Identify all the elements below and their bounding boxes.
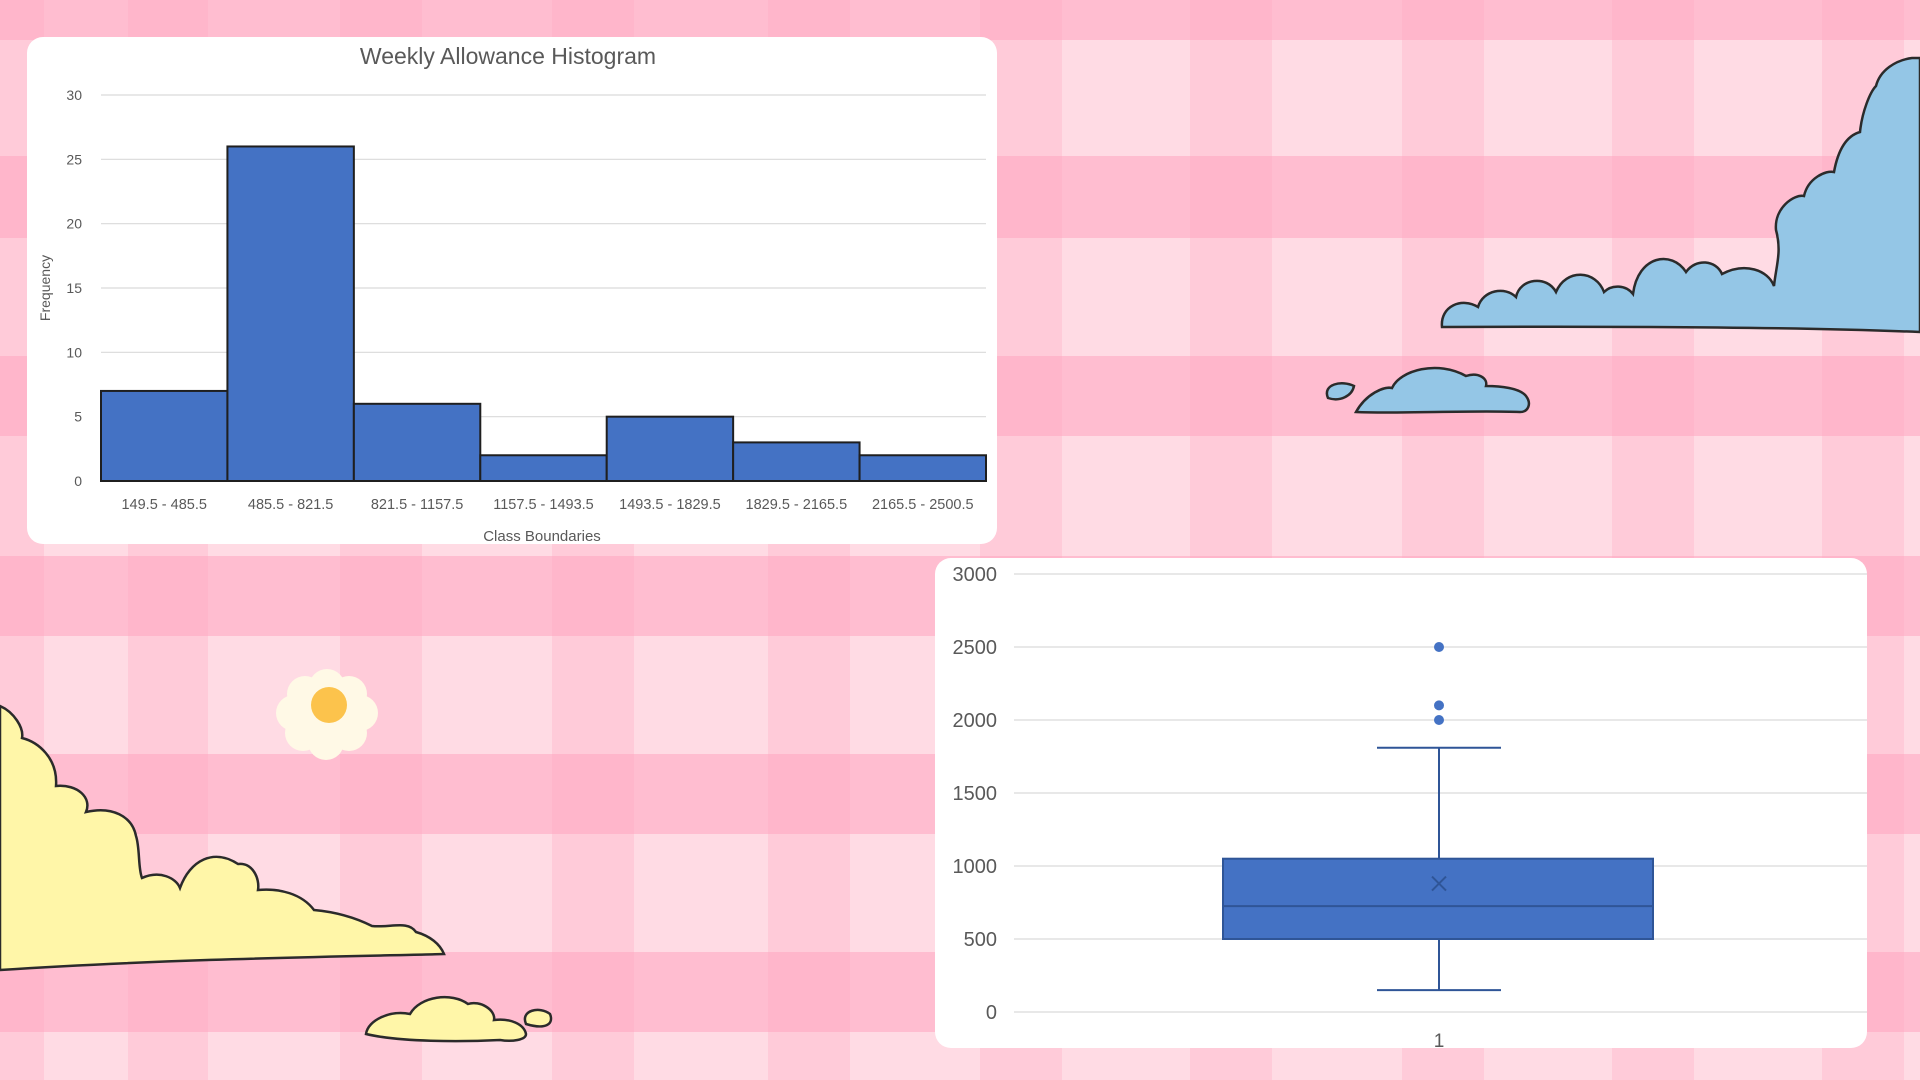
bg-cross-5-3 (552, 952, 634, 1032)
histogram-bar (605, 415, 735, 482)
bg-cross-5-2 (340, 952, 422, 1032)
bg-cross-2-6 (1190, 356, 1272, 436)
bg-cross-2-7 (1402, 356, 1484, 436)
hist-y-axis-label: Frequency (37, 255, 53, 321)
hist-xtick-label: 1493.5 - 1829.5 (619, 497, 721, 513)
bg-cross-3-0 (0, 556, 44, 636)
bg-cross-1-9 (1822, 156, 1904, 238)
hist-xtick-label: 1829.5 - 2165.5 (746, 497, 848, 513)
histogram-bar (352, 402, 482, 482)
box-ytick-label: 500 (964, 929, 997, 951)
histogram-bar (226, 145, 355, 482)
bg-cross-0-0 (0, 0, 44, 40)
bg-cross-0-7 (1402, 0, 1484, 40)
histogram-bar (100, 389, 229, 482)
bg-cross-0-6 (1190, 0, 1272, 40)
bg-cross-0-8 (1612, 0, 1694, 40)
box-outlier-point (1434, 700, 1444, 711)
box-ytick-label: 1500 (953, 783, 998, 805)
hist-x-axis-label: Class Boundaries (483, 528, 601, 544)
bg-cross-1-6 (1190, 156, 1272, 238)
box-category-label: 1 (1434, 1031, 1445, 1048)
bg-cross-0-3 (552, 0, 634, 40)
bg-cross-5-1 (128, 952, 208, 1032)
bg-cross-0-1 (128, 0, 208, 40)
box-ytick-label: 0 (986, 1002, 997, 1024)
hist-ytick-label: 5 (74, 409, 82, 425)
box-ytick-label: 1000 (953, 856, 998, 878)
hist-ytick-label: 10 (66, 344, 82, 360)
bg-cross-5-0 (0, 952, 44, 1032)
bg-cross-0-9 (1822, 0, 1904, 40)
boxplot-card: 0 500 1000 1500 2000 2500 3000 1 (935, 558, 1867, 1048)
box-outlier-point (1434, 715, 1444, 725)
bg-cross-1-7 (1402, 156, 1484, 238)
bg-cross-3-2 (340, 556, 422, 636)
bg-cross-3-4 (768, 556, 850, 636)
chart-title: Weekly Allowance Histogram (360, 43, 656, 69)
hist-ytick-label: 15 (66, 280, 82, 296)
hist-xtick-label: 2165.5 - 2500.5 (872, 497, 974, 513)
box-ytick-label: 2500 (953, 637, 998, 659)
box-outlier-point (1434, 642, 1444, 652)
bg-cross-3-1 (128, 556, 208, 636)
bg-cross-4-1 (128, 754, 208, 834)
histogram-bar (479, 454, 608, 482)
box-ytick-label: 2000 (953, 710, 998, 732)
bg-cross-2-8 (1612, 356, 1694, 436)
hist-xtick-label: 1157.5 - 1493.5 (493, 497, 594, 513)
hist-ytick-label: 25 (66, 151, 82, 167)
bg-cross-4-0 (0, 754, 44, 834)
histogram-bar (732, 441, 861, 482)
boxplot-chart: 0 500 1000 1500 2000 2500 3000 1 (953, 564, 1867, 1048)
hist-ytick-label: 0 (74, 473, 82, 489)
bg-cross-0-4 (768, 0, 850, 40)
hist-xtick-label: 821.5 - 1157.5 (371, 497, 463, 513)
histogram-card: Weekly Allowance Histogram 0 5 10 15 20 25 30 14… (27, 37, 997, 544)
hist-ytick-label: 30 (66, 87, 82, 103)
bg-cross-3-3 (552, 556, 634, 636)
bg-cross-4-4 (768, 754, 850, 834)
bg-cross-2-9 (1822, 356, 1904, 436)
hist-ytick-label: 20 (66, 216, 82, 232)
hist-xtick-label: 149.5 - 485.5 (121, 497, 206, 513)
bg-cross-0-2 (340, 0, 422, 40)
histogram-bar (858, 454, 987, 482)
hist-xtick-label: 485.5 - 821.5 (248, 497, 333, 513)
bg-cross-4-2 (340, 754, 422, 834)
bg-cross-1-8 (1612, 156, 1694, 238)
bg-cross-0-5 (980, 0, 1062, 40)
histogram-chart: Weekly Allowance Histogram 0 5 10 15 20 25 30 14… (37, 43, 987, 544)
box-mean-marker (1431, 875, 1447, 892)
bg-h-stripe-0 (0, 0, 1920, 40)
box-iqr (1222, 857, 1654, 941)
bg-cross-4-3 (552, 754, 634, 834)
box-ytick-label: 3000 (953, 564, 998, 586)
bg-cross-5-4 (768, 952, 850, 1032)
